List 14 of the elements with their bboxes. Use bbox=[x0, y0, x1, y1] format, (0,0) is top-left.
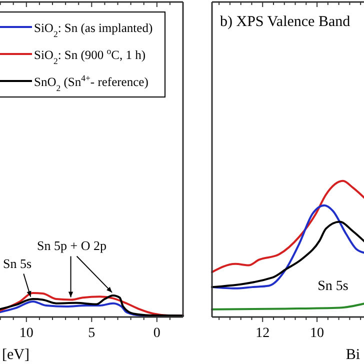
x-tick-label: 5 bbox=[88, 326, 96, 341]
legend-label: SiO$_{2}$: Sn (as implanted) bbox=[34, 21, 153, 39]
x-tick-label: 12 bbox=[256, 326, 270, 341]
x-tick-label: 10 bbox=[310, 326, 324, 341]
chart-title: b) XPS Valence Band bbox=[220, 14, 351, 30]
legend-label: SnO$_{2}$ (Sn$^{4+}$- reference) bbox=[34, 73, 148, 93]
x-axis-title: Bi bbox=[346, 347, 360, 363]
x-axis-title: [eV] bbox=[2, 347, 30, 363]
annotation: Sn 5s bbox=[3, 256, 32, 271]
x-tick-label: 10 bbox=[19, 326, 34, 341]
annotation: Sn 5p + O 2p bbox=[37, 238, 106, 254]
x-tick-label: 0 bbox=[153, 326, 160, 341]
annotation: Sn 5s bbox=[318, 279, 348, 294]
legend-label: SiO$_{2}$: Sn (900 $^{o}$C, 1 h) bbox=[34, 46, 146, 66]
